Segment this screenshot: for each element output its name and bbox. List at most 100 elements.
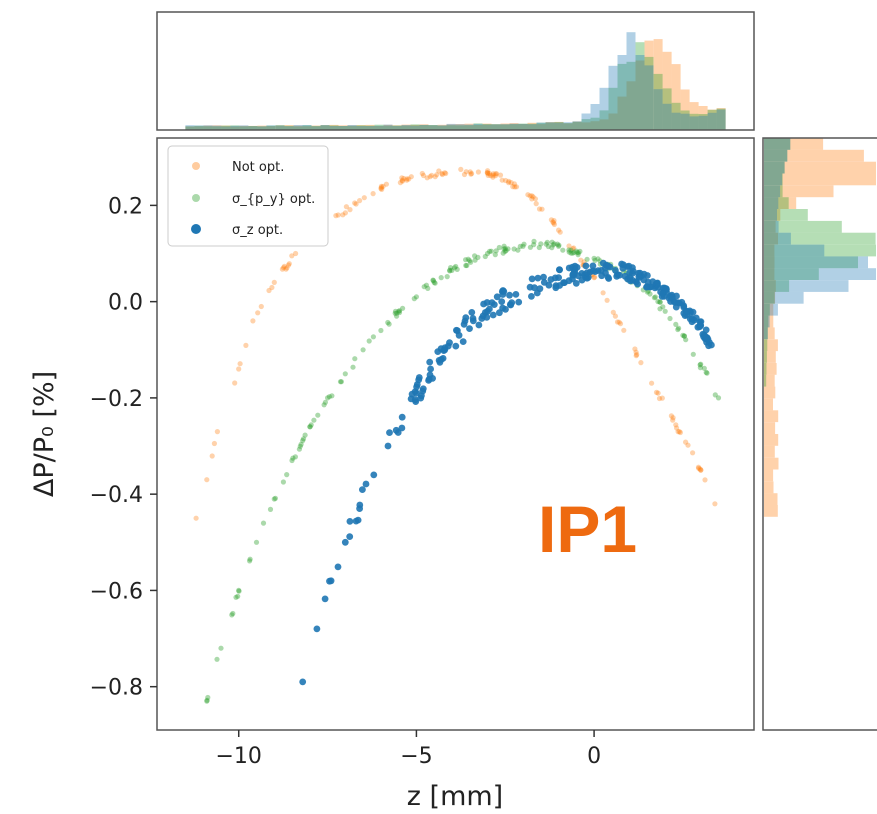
top-hist-bar xyxy=(590,104,600,130)
scatter-point xyxy=(448,265,454,271)
scatter-point xyxy=(702,477,708,483)
top-hist-bar xyxy=(230,126,240,130)
scatter-point xyxy=(236,588,242,594)
scatter-point xyxy=(667,315,673,322)
scatter-point xyxy=(394,310,400,316)
data-point xyxy=(676,429,683,435)
top-hist-bar xyxy=(491,124,501,130)
top-hist-bar xyxy=(662,51,672,130)
data-point xyxy=(654,283,662,291)
scatter-point xyxy=(404,176,410,182)
top-hist-bar xyxy=(680,110,690,130)
scatter-point xyxy=(501,246,507,252)
scatter-point xyxy=(419,385,427,393)
right-hist-bar xyxy=(764,493,778,505)
scatter-point xyxy=(334,563,342,571)
data-point xyxy=(289,457,295,464)
right-hist-bar xyxy=(764,268,876,280)
data-point xyxy=(463,169,469,175)
top-hist-bar xyxy=(338,126,348,130)
top-hist-bar xyxy=(383,125,393,130)
top-hist-bar xyxy=(374,125,384,130)
top-hist-bar xyxy=(716,109,726,130)
scatter-point xyxy=(578,270,586,277)
scatter-point xyxy=(485,170,491,177)
data-point xyxy=(341,538,349,546)
top-hist-bar xyxy=(320,125,330,130)
scatter-point xyxy=(545,243,552,250)
scatter-point xyxy=(539,206,545,212)
scatter-point xyxy=(655,298,661,305)
scatter-point xyxy=(549,239,555,245)
scatter-point xyxy=(464,262,470,269)
top-hist-bar xyxy=(527,123,537,130)
scatter-point xyxy=(447,268,453,274)
top-hist-bar xyxy=(644,65,654,130)
scatter-point xyxy=(701,365,707,371)
y-tick-label: −0.6 xyxy=(90,579,143,604)
scatter-point xyxy=(361,195,367,201)
scatter-point xyxy=(690,450,696,456)
top-hist-bar xyxy=(572,121,582,130)
scatter-point xyxy=(487,170,493,177)
y-tick-label: −0.2 xyxy=(90,387,143,412)
right-hist-bar xyxy=(764,363,777,375)
scatter-point xyxy=(443,170,449,177)
scatter-point xyxy=(683,439,689,445)
scatter-point xyxy=(311,417,317,423)
scatter-point xyxy=(652,294,659,300)
scatter-point xyxy=(550,242,556,248)
scatter-point xyxy=(512,184,518,190)
scatter-point xyxy=(604,297,610,303)
series-not-opt xyxy=(193,166,718,521)
right-hist-bar xyxy=(764,197,789,209)
scatter-point xyxy=(267,506,274,512)
scatter-point xyxy=(378,185,385,191)
top-hist-bar xyxy=(212,126,222,130)
scatter-point xyxy=(300,436,307,442)
top-hist-bar xyxy=(329,125,339,130)
scatter-point xyxy=(697,362,703,368)
scatter-point xyxy=(508,299,516,307)
scatter-point xyxy=(493,248,499,254)
scatter-point xyxy=(671,299,679,306)
top-hist-bar xyxy=(599,110,609,130)
scatter-point xyxy=(385,319,391,326)
scatter-point xyxy=(696,465,702,471)
scatter-point xyxy=(676,325,682,331)
scatter-point xyxy=(633,353,639,359)
scatter-point xyxy=(399,178,406,184)
top-hist-bar xyxy=(275,125,285,130)
top-hist-bar xyxy=(212,125,222,130)
data-point xyxy=(662,308,668,314)
scatter-point xyxy=(453,263,459,270)
top-hist-bar xyxy=(581,119,591,130)
right-hist-bar xyxy=(764,149,864,162)
scatter-point xyxy=(432,174,438,180)
right-hist-bar xyxy=(764,197,779,209)
right-hist-bar xyxy=(764,244,775,257)
scatter-point xyxy=(575,252,581,258)
scatter-point xyxy=(532,196,539,202)
scatter-point xyxy=(600,290,606,296)
right-hist-bar xyxy=(764,209,777,221)
scatter-point xyxy=(656,395,663,402)
scatter-point xyxy=(673,422,679,428)
scatter-point xyxy=(469,170,475,177)
right-hist-bar xyxy=(764,351,776,363)
scatter-point xyxy=(659,395,665,401)
scatter-point xyxy=(568,247,574,253)
scatter-point xyxy=(463,257,469,263)
scatter-point xyxy=(533,201,539,207)
data-point xyxy=(484,250,491,257)
data-point xyxy=(455,331,463,339)
top-hist-bar xyxy=(374,126,384,130)
scatter-point xyxy=(681,333,687,339)
scatter-point xyxy=(352,200,358,206)
scatter-point xyxy=(446,339,453,347)
top-hist-bar xyxy=(221,125,231,130)
right-hist-bar xyxy=(764,220,842,233)
scatter-point xyxy=(500,250,506,256)
right-hist-bar xyxy=(764,374,767,387)
scatter-point xyxy=(380,183,386,189)
